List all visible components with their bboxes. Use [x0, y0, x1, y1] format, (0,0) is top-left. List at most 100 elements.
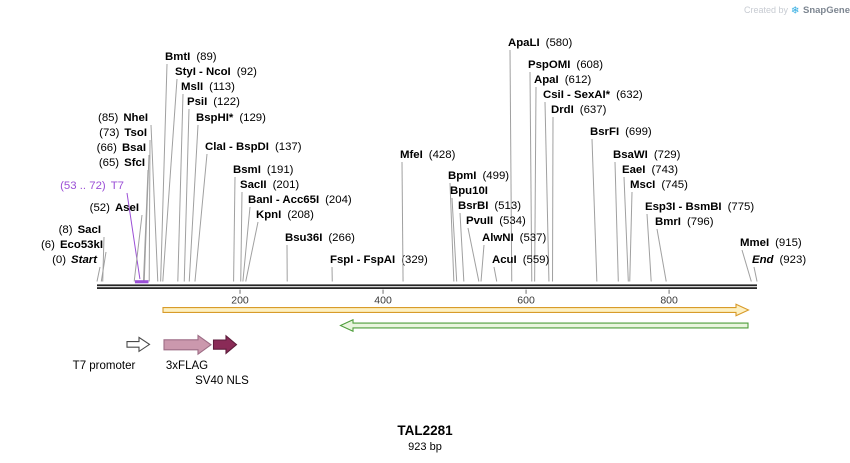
site-label[interactable]: CsiI - SexAI* (632): [543, 89, 643, 101]
site-callout-line: [753, 266, 758, 282]
t7-promoter-label[interactable]: T7 promoter: [73, 360, 136, 372]
site-end: End (923): [752, 254, 806, 282]
site-nhei: (85) NheI: [98, 112, 159, 282]
sv40-nls-arrow-icon[interactable]: [212, 334, 238, 355]
site-start: (0) Start: [52, 254, 101, 282]
site-label[interactable]: PvuII (534): [466, 215, 526, 227]
sv40-nls-label[interactable]: SV40 NLS: [195, 375, 249, 387]
site-callout-line: [245, 221, 259, 282]
site-label[interactable]: (53 .. 72) T7: [60, 180, 124, 192]
site-bsai: (66) BsaI: [97, 142, 150, 282]
reverse-orf-arrow[interactable]: [339, 318, 749, 333]
ruler-tick-label: 200: [231, 295, 249, 307]
site-callout-line: [133, 214, 143, 282]
ruler: 200 400 600 800: [231, 289, 678, 307]
site-fspi-fspai: FspI - FspAI (329): [330, 254, 428, 282]
site-sacii: SacII (201): [240, 179, 299, 282]
site-kpni: KpnI (208): [245, 209, 314, 282]
site-callout-line: [591, 138, 598, 282]
forward-orf-arrow[interactable]: [162, 303, 750, 317]
site-callout-line: [529, 71, 533, 282]
site-bsphi-: BspHI* (129): [188, 112, 266, 282]
3xflag-label[interactable]: 3xFLAG: [166, 360, 208, 372]
site-label[interactable]: ApaLI (580): [508, 37, 572, 49]
site-msli: MslI (113): [177, 81, 235, 282]
site-label[interactable]: Bpu10I: [450, 185, 488, 197]
site-callout-line: [401, 161, 404, 282]
site-asei: (52) AseI: [90, 202, 143, 282]
site-label[interactable]: End (923): [752, 254, 806, 266]
site-callout-line: [656, 228, 667, 282]
site-callout-line: [451, 197, 458, 282]
ruler-tick-label: 400: [374, 295, 392, 307]
site-saci: (8) SacI: [59, 224, 105, 282]
site-callout-line: [162, 78, 178, 282]
site-label[interactable]: PsiI (122): [187, 96, 240, 108]
site-label[interactable]: MscI (745): [630, 179, 688, 191]
site-label[interactable]: ClaI - BspDI (137): [205, 141, 302, 153]
site-label[interactable]: (66) BsaI: [97, 142, 146, 154]
site-label[interactable]: BsrBI (513): [458, 200, 521, 212]
site-apali: ApaLI (580): [508, 37, 572, 282]
site-label[interactable]: Bsu36I (266): [285, 232, 355, 244]
site-callout-line: [142, 169, 149, 282]
t7-promoter-arrow-icon[interactable]: [126, 336, 151, 353]
site-label[interactable]: BsaWI (729): [613, 149, 681, 161]
site-callout-line: [741, 249, 752, 282]
site-callout-line: [194, 153, 208, 282]
site-esp3i-bsmbi: Esp3I - BsmBI (775): [645, 201, 754, 282]
site-label[interactable]: MfeI (428): [400, 149, 456, 161]
site-sfci: (65) SfcI: [99, 157, 149, 282]
site-label[interactable]: SacII (201): [240, 179, 299, 191]
site-label[interactable]: (8) SacI: [59, 224, 101, 236]
site-label[interactable]: BsmI (191): [233, 164, 294, 176]
site-label[interactable]: (85) NheI: [98, 112, 148, 124]
site-label[interactable]: (73) TsoI: [99, 127, 147, 139]
site-callout-line: [509, 49, 513, 282]
site-label[interactable]: (65) SfcI: [99, 157, 145, 169]
site-mfei: MfeI (428): [400, 149, 456, 282]
site-bsawi: BsaWI (729): [613, 149, 681, 282]
site-bmti: BmtI (89): [160, 51, 217, 282]
site-label[interactable]: MslI (113): [181, 81, 235, 93]
site-label[interactable]: BsrFI (699): [590, 126, 652, 138]
site-label[interactable]: FspI - FspAI (329): [330, 254, 428, 266]
watermark: Created by ❄ SnapGene: [744, 5, 850, 17]
site-label[interactable]: EaeI (743): [622, 164, 678, 176]
site-callout-line: [544, 101, 550, 282]
site-label[interactable]: BpmI (499): [448, 170, 509, 182]
t7-promoter-region[interactable]: [134, 280, 149, 284]
site-label[interactable]: PspOMI (608): [528, 59, 603, 71]
site-callout-line: [100, 251, 107, 282]
site-label[interactable]: (52) AseI: [90, 202, 139, 214]
site-label[interactable]: BanI - Acc65I (204): [248, 194, 352, 206]
site-label[interactable]: (6) Eco53kI: [41, 239, 103, 251]
site-drdi: DrdI (637): [551, 104, 607, 282]
site-label[interactable]: DrdI (637): [551, 104, 607, 116]
site-alwni: AlwNI (537): [480, 232, 546, 282]
site-label[interactable]: (0) Start: [52, 254, 98, 266]
site-label[interactable]: MmeI (915): [740, 237, 802, 249]
site-label[interactable]: AlwNI (537): [482, 232, 546, 244]
site-callout-line: [96, 266, 101, 282]
site-bsrbi: BsrBI (513): [458, 200, 521, 282]
site-bpu10i: Bpu10I: [450, 185, 488, 282]
site-label[interactable]: StyI - NcoI (92): [175, 66, 257, 78]
site-callout-line: [160, 63, 168, 282]
site-pvuii: PvuII (534): [466, 215, 526, 282]
site-label[interactable]: BmtI (89): [165, 51, 217, 63]
site-acui: AcuI (559): [492, 254, 549, 282]
site-callout-line: [126, 192, 141, 280]
site-label[interactable]: BmrI (796): [655, 216, 714, 228]
site-label[interactable]: AcuI (559): [492, 254, 549, 266]
3xflag-arrow-icon[interactable]: [163, 334, 212, 356]
site-bani-acc65i: BanI - Acc65I (204): [242, 194, 352, 282]
site-callout-line: [646, 213, 652, 282]
site-bsmi: BsmI (191): [233, 164, 294, 282]
site-label[interactable]: Esp3I - BsmBI (775): [645, 201, 754, 213]
site-label[interactable]: BspHI* (129): [196, 112, 266, 124]
site-label[interactable]: ApaI (612): [534, 74, 591, 86]
site-callout-line: [480, 244, 485, 282]
site-label[interactable]: KpnI (208): [256, 209, 314, 221]
